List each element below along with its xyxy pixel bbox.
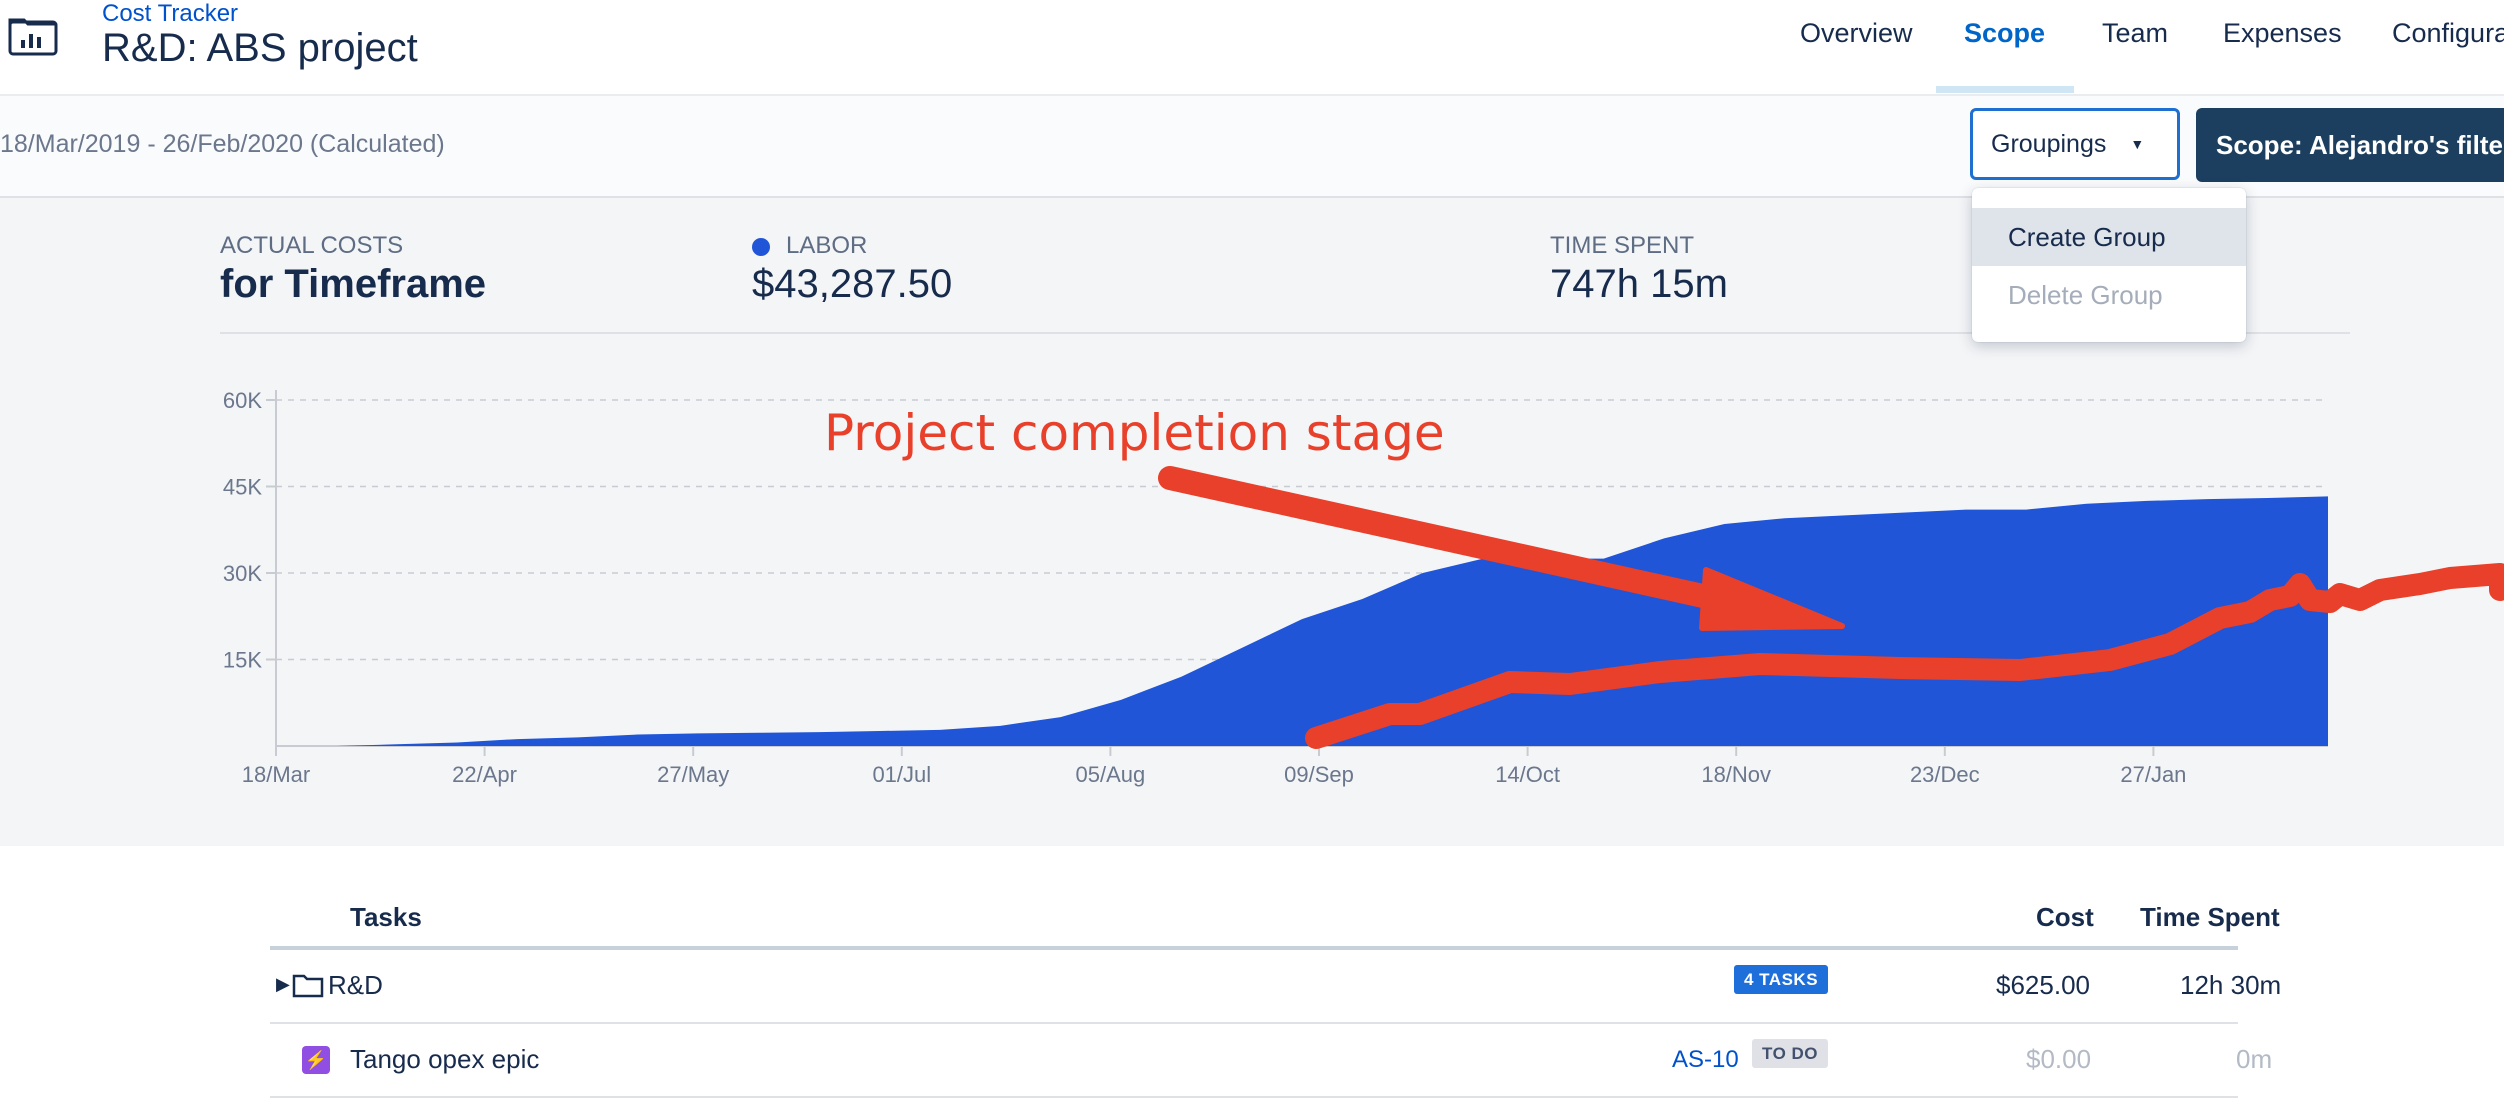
groupings-dropdown: Create Group Delete Group: [1972, 188, 2246, 342]
task-count-text: 4 TASKS: [1734, 965, 1829, 994]
chart-folder-icon: [8, 18, 58, 56]
annotation-underline-curve: [1305, 563, 2504, 749]
actual-costs-sub: for Timeframe: [220, 262, 487, 306]
stats-divider: [220, 332, 2350, 334]
column-cost[interactable]: Cost: [2036, 902, 2094, 932]
x-tick-label: 27/May: [657, 762, 729, 787]
app-name[interactable]: Cost Tracker: [102, 0, 239, 27]
create-group-item[interactable]: Create Group: [1972, 208, 2246, 266]
annotation-arrow: [1158, 466, 1845, 631]
x-tick-label: 18/Mar: [242, 762, 310, 787]
labor-cost-chart: 60K 45K 30K 15K 18/Mar 22/Apr 27/May 01/Jul 05/A…: [223, 388, 2328, 787]
tab-expenses[interactable]: Expenses: [2223, 18, 2342, 48]
date-range: 18/Mar/2019 - 26/Feb/2020 (Calculated): [0, 130, 445, 158]
group-name: R&D: [328, 970, 383, 1000]
labor-value: $43,287.50: [752, 262, 953, 306]
delete-group-item: Delete Group: [2008, 279, 2163, 310]
labor-area-series: [276, 496, 2328, 746]
y-tick-label: 30K: [223, 561, 262, 586]
scope-filter-button[interactable]: Scope: Alejandro's filter: [2196, 108, 2504, 182]
groupings-label: Groupings: [1991, 129, 2107, 158]
status-text: TO DO: [1752, 1039, 1829, 1068]
status-badge: TO DO: [1752, 1039, 1829, 1068]
row-cost: $625.00: [1996, 970, 2090, 1000]
row-time: 12h 30m: [2180, 970, 2282, 1000]
y-tick-label: 45K: [223, 475, 262, 500]
actual-costs-label: ACTUAL COSTS: [220, 232, 404, 259]
issue-key-link[interactable]: AS-10: [1672, 1046, 1739, 1073]
annotation-text: Project completion stage: [824, 404, 1445, 462]
x-tick-label: 22/Apr: [452, 762, 517, 787]
tab-overview[interactable]: Overview: [1800, 18, 1913, 48]
task-name[interactable]: Tango opex epic: [350, 1044, 540, 1074]
tab-scope[interactable]: Scope: [1964, 18, 2046, 48]
caret-down-icon: ▼: [2130, 136, 2145, 152]
x-tick-label: 18/Nov: [1701, 762, 1771, 787]
tab-configuration[interactable]: Configura: [2392, 18, 2504, 48]
tab-team[interactable]: Team: [2102, 18, 2169, 48]
table-row[interactable]: [270, 1024, 2238, 1098]
labor-label: LABOR: [786, 232, 868, 259]
time-spent-label: TIME SPENT: [1550, 232, 1695, 259]
y-tick-label: 60K: [223, 388, 262, 413]
triangle-right-icon[interactable]: ▶: [276, 974, 290, 994]
table-header: [270, 888, 2238, 950]
column-time-spent[interactable]: Time Spent: [2140, 902, 2280, 932]
y-tick-label: 15K: [223, 648, 262, 673]
row-cost: $0.00: [2026, 1044, 2092, 1074]
task-count-badge: 4 TASKS: [1734, 965, 1829, 994]
app-header: [0, 0, 2504, 96]
active-tab-indicator: [1936, 86, 2074, 93]
table-row[interactable]: [270, 950, 2238, 1024]
page-title: R&D: ABS project: [102, 26, 418, 70]
x-tick-label: 01/Jul: [872, 762, 931, 787]
time-spent-value: 747h 15m: [1550, 262, 1728, 306]
groupings-button[interactable]: Groupings ▼: [1970, 108, 2180, 180]
column-tasks[interactable]: Tasks: [350, 902, 422, 932]
x-tick-label: 09/Sep: [1284, 762, 1354, 787]
lightning-icon: ⚡: [302, 1046, 330, 1074]
folder-icon: [292, 974, 324, 998]
labor-legend-dot: [752, 238, 770, 256]
x-tick-label: 23/Dec: [1910, 762, 1980, 787]
x-tick-label: 14/Oct: [1495, 762, 1560, 787]
x-tick-label: 05/Aug: [1076, 762, 1146, 787]
x-tick-label: 27/Jan: [2120, 762, 2186, 787]
row-time: 0m: [2236, 1044, 2273, 1074]
